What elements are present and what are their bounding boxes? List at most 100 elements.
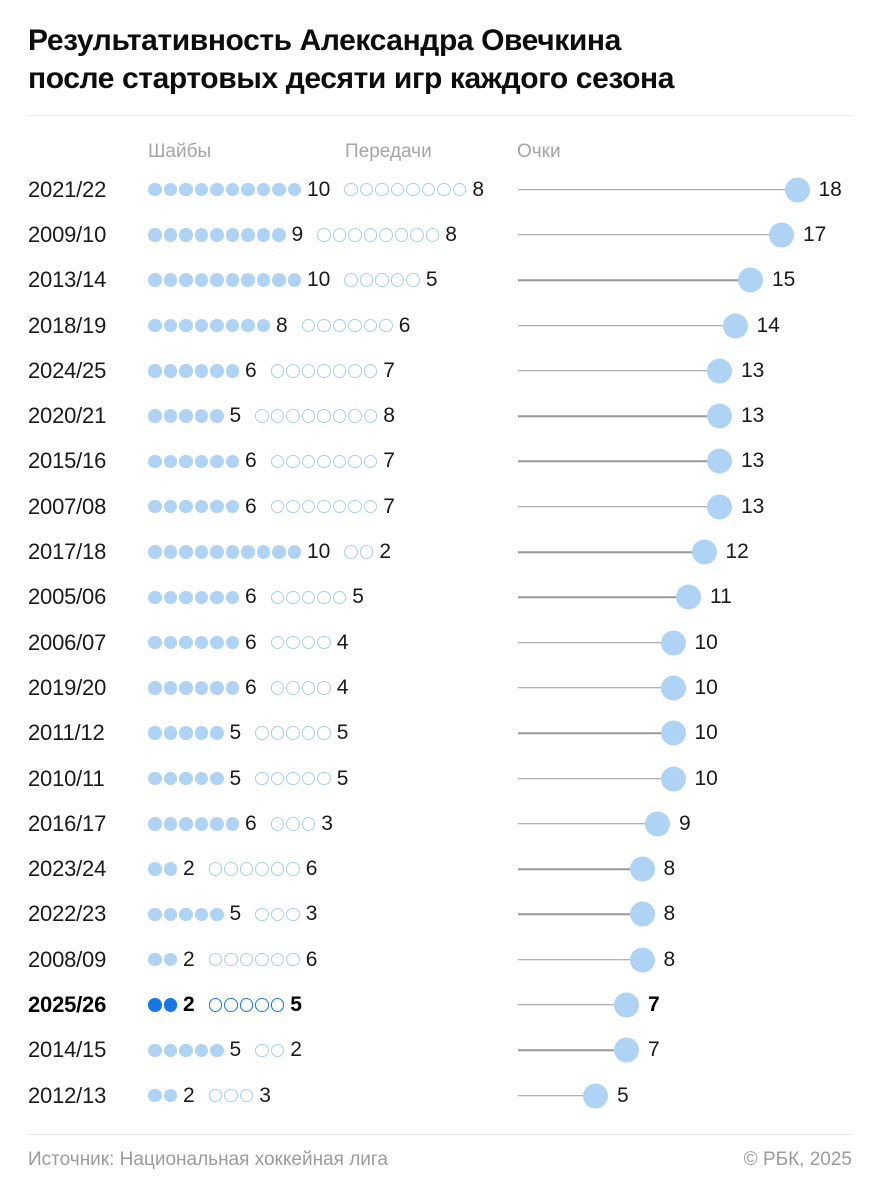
- goal-dot-icon: [163, 590, 177, 605]
- goal-dot-icon: [287, 273, 301, 287]
- assist-ring-icon: [425, 228, 440, 242]
- goal-dot-icon: [225, 364, 239, 378]
- goal-dot-icon: [163, 273, 177, 287]
- goal-dot-icon: [163, 454, 177, 469]
- points-bubble-icon: [676, 584, 701, 610]
- goal-dot-icon: [148, 545, 162, 559]
- season-label: 2005/06: [28, 584, 107, 610]
- goals-value: 5: [229, 721, 242, 745]
- assist-ring-icon: [239, 1088, 254, 1103]
- assist-ring-icon: [270, 409, 285, 423]
- goals-value: 10: [307, 177, 331, 201]
- points-lollipop: 12: [518, 529, 854, 574]
- goal-dot-icon: [256, 273, 270, 287]
- points-lollipop: 10: [518, 756, 854, 801]
- points-bubble-icon: [660, 675, 686, 701]
- assist-ring-icon: [286, 454, 300, 469]
- goal-dot-icon: [179, 318, 193, 333]
- goal-dot-icon: [179, 817, 193, 831]
- goals-value: 10: [307, 268, 331, 292]
- season-row: 2021/22 10 8 18: [28, 167, 852, 212]
- season-row: 2017/18 10 2 12: [28, 529, 852, 574]
- season-label: 2010/11: [28, 765, 105, 791]
- footer: Источник: Национальная хоккейная лига © …: [28, 1135, 852, 1199]
- points-bubble-icon: [629, 901, 655, 927]
- points-value: 8: [663, 947, 676, 971]
- goal-dot-icon: [163, 907, 177, 922]
- points-value: 11: [710, 585, 732, 609]
- points-lollipop: 7: [518, 982, 854, 1027]
- goal-dot-icon: [163, 862, 177, 876]
- assist-ring-icon: [363, 318, 378, 333]
- goal-dot-icon: [148, 998, 162, 1012]
- goal-dot-icon: [194, 364, 208, 378]
- assist-ring-icon: [301, 364, 316, 378]
- points-lollipop: 10: [518, 665, 854, 710]
- goals-assists-group: 10 8: [148, 178, 484, 202]
- assist-ring-icon: [348, 454, 362, 469]
- goal-dots: [148, 228, 286, 242]
- assists-value: 7: [383, 449, 395, 473]
- assist-ring-icon: [317, 318, 331, 333]
- goal-dot-icon: [148, 499, 162, 514]
- goal-dots: [148, 454, 239, 469]
- assist-ring-icon: [270, 1043, 285, 1058]
- points-bubble-icon: [660, 630, 686, 656]
- points-value: 17: [803, 222, 827, 246]
- points-bubble-icon: [738, 267, 763, 293]
- goal-dot-icon: [210, 499, 224, 514]
- assist-ring-icon: [394, 228, 409, 242]
- assist-ring-icon: [255, 726, 269, 740]
- goal-dot-icon: [256, 182, 270, 197]
- assist-ring-icon: [344, 182, 358, 197]
- season-row: 2013/14 10 5 15: [28, 258, 852, 303]
- assist-ring-icon: [375, 273, 389, 287]
- points-value: 7: [648, 1038, 660, 1062]
- points-line: [518, 732, 673, 734]
- points-bubble-icon: [707, 403, 732, 429]
- assist-ring-icon: [224, 952, 238, 967]
- goals-value: 5: [229, 902, 242, 926]
- goal-dot-icon: [148, 409, 162, 423]
- goal-dot-icon: [241, 545, 255, 559]
- goal-dot-icon: [148, 771, 162, 786]
- goal-dot-icon: [241, 228, 255, 242]
- goal-dot-icon: [148, 907, 162, 922]
- assist-ring-icon: [301, 635, 316, 650]
- goal-dot-icon: [148, 318, 162, 333]
- goal-dot-icon: [179, 1043, 193, 1058]
- points-value: 8: [663, 857, 676, 881]
- assist-ring-icon: [317, 590, 331, 605]
- points-lollipop: 13: [518, 348, 854, 393]
- goal-dot-icon: [163, 771, 177, 786]
- points-line: [518, 188, 797, 191]
- assist-ring-icon: [239, 862, 254, 876]
- assist-rings: [255, 726, 331, 740]
- points-lollipop: 13: [518, 484, 854, 529]
- points-bubble-icon: [691, 539, 717, 565]
- assist-ring-icon: [348, 499, 362, 514]
- assist-rings: [208, 1088, 254, 1103]
- goal-dot-icon: [179, 182, 193, 197]
- goal-dot-icon: [179, 590, 193, 605]
- assist-ring-icon: [348, 318, 362, 333]
- assist-ring-icon: [379, 318, 393, 333]
- assist-ring-icon: [332, 499, 347, 514]
- assist-ring-icon: [317, 228, 331, 242]
- season-row: 2006/07 6 4 10: [28, 620, 852, 665]
- points-lollipop: 10: [518, 620, 854, 665]
- column-header-points: Очки: [517, 141, 561, 162]
- assist-ring-icon: [332, 228, 347, 242]
- goal-dots: [148, 952, 177, 967]
- season-label: 2015/16: [28, 448, 107, 474]
- goal-dot-icon: [225, 545, 239, 559]
- goal-dot-icon: [225, 681, 239, 695]
- goal-dot-icon: [179, 364, 193, 378]
- points-line: [518, 1004, 627, 1006]
- assist-rings: [270, 590, 347, 605]
- points-value: 12: [725, 540, 749, 564]
